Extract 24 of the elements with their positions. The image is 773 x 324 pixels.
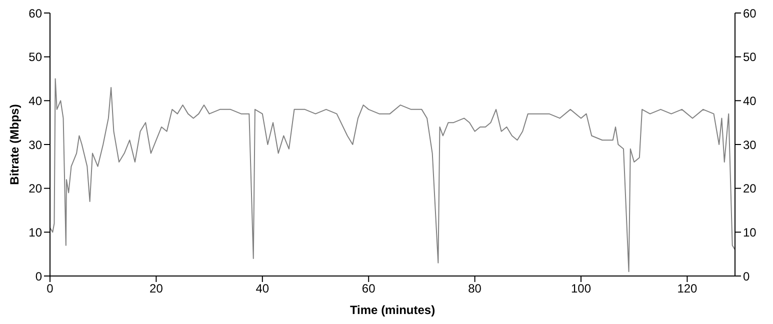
y-tick-label: 0 <box>35 269 42 284</box>
y-tick-label: 40 <box>28 94 42 108</box>
line-series <box>50 78 735 272</box>
y-tick-label: 10 <box>28 225 42 240</box>
x-axis-title: Time (minutes) <box>350 303 436 317</box>
x-tick-label: 120 <box>677 282 698 296</box>
y-tick-label: 30 <box>28 138 42 152</box>
x-tick-label: 100 <box>570 282 592 296</box>
x-tick-label: 40 <box>256 282 270 296</box>
x-tick-label: 20 <box>150 282 164 296</box>
y-axis-title: Bitrate (Mbps) <box>7 104 22 185</box>
x-tick-label: 0 <box>46 282 54 296</box>
x-tick-label: 80 <box>468 282 482 296</box>
y2-tick-label: 40 <box>743 94 757 108</box>
y2-tick-label: 50 <box>743 50 757 64</box>
y-tick-label: 60 <box>28 6 42 20</box>
y2-tick-label: 0 <box>743 269 750 284</box>
y2-tick-label: 30 <box>743 138 757 152</box>
y2-tick-label: 60 <box>743 6 757 20</box>
y-tick-label: 20 <box>28 182 42 196</box>
y-tick-label: 50 <box>28 50 42 64</box>
y2-tick-label: 20 <box>743 182 757 196</box>
x-tick-label: 60 <box>362 282 376 296</box>
y2-tick-label: 10 <box>743 225 757 240</box>
